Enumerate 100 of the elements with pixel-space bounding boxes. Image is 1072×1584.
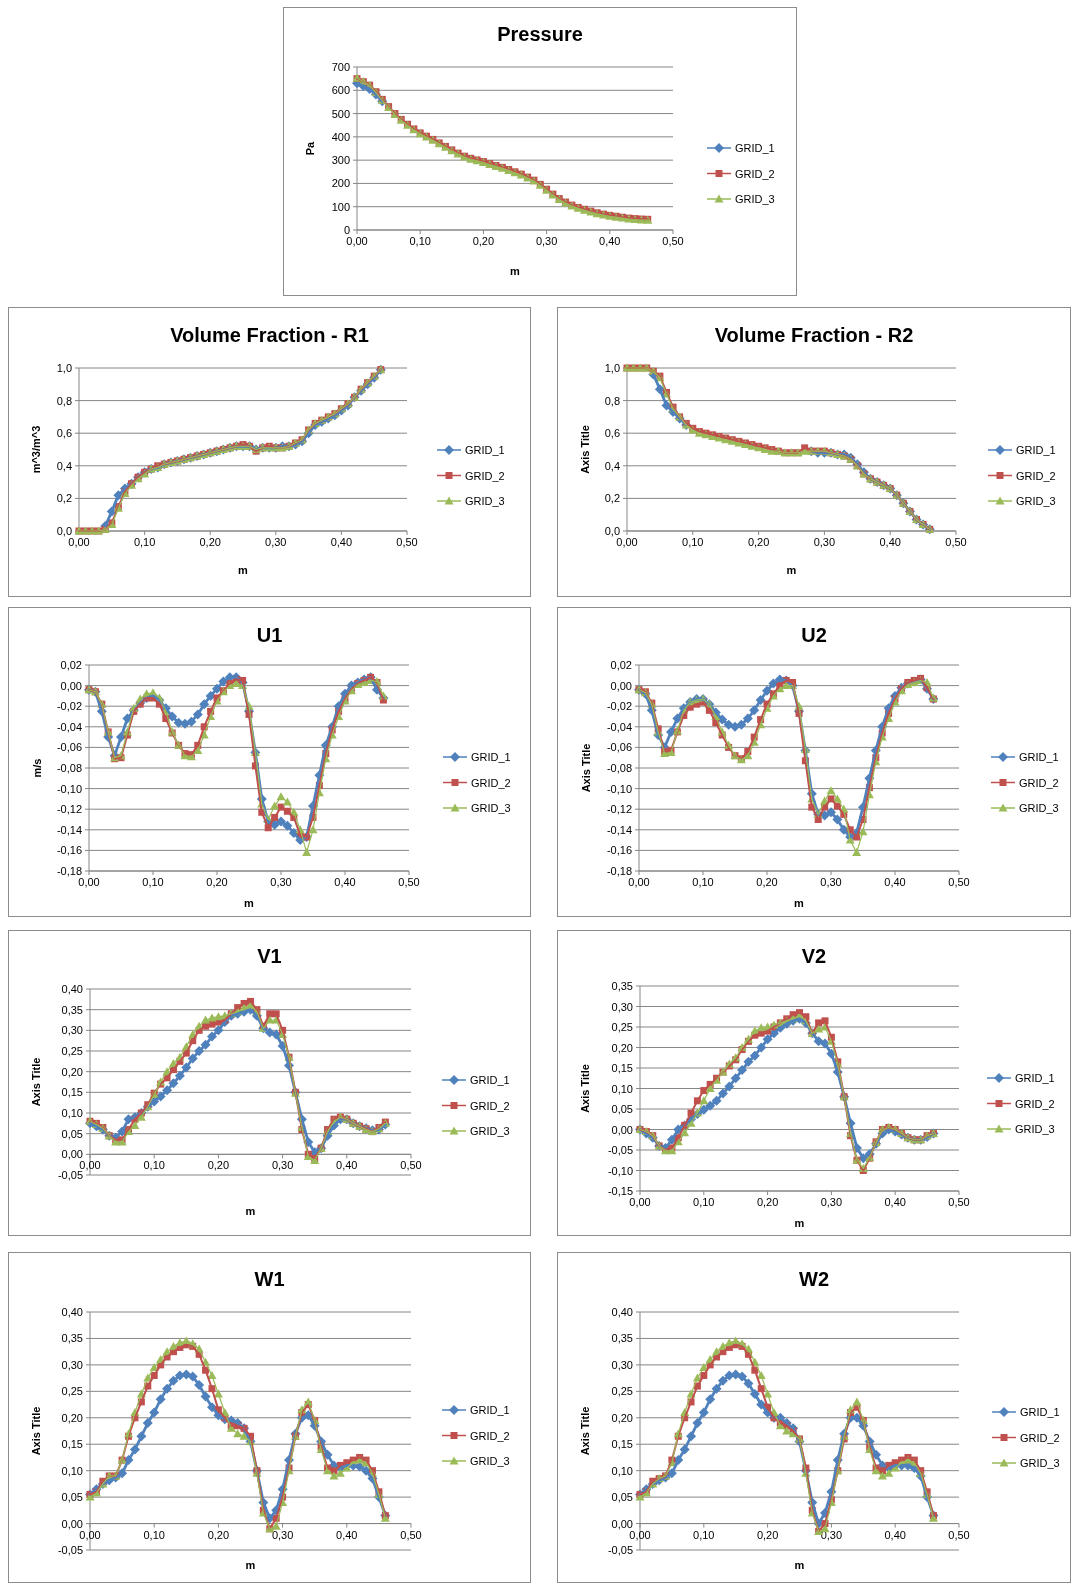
x-tick-label: 0,30 [270, 876, 292, 888]
y-tick-label: 0,30 [611, 1000, 633, 1013]
legend-label: GRID_3 [470, 1125, 510, 1137]
x-tick-label: 0,00 [346, 235, 368, 247]
y-tick-label: -0,05 [57, 1544, 83, 1556]
y-tick-label: 0,30 [61, 1358, 83, 1371]
y-tick-label: 0,30 [61, 1024, 83, 1037]
y-tick-label: 0,40 [61, 1306, 83, 1318]
x-tick-label: 0,30 [820, 1196, 843, 1208]
x-tick-label: 0,10 [693, 1528, 715, 1541]
chart-title: Volume Fraction - R2 [714, 324, 914, 346]
x-tick-label: 0,50 [945, 536, 967, 548]
legend-label: GRID_2 [1015, 1097, 1055, 1110]
y-tick-label: 0,20 [611, 1411, 633, 1424]
y-tick-label: -0,05 [607, 1144, 633, 1156]
x-tick-label: 0,50 [396, 536, 418, 548]
y-tick-label: 0,20 [611, 1041, 633, 1054]
chart-title: Pressure [497, 23, 583, 45]
x-axis-title: m [245, 1559, 256, 1571]
y-tick-label: 0,35 [61, 1003, 83, 1016]
legend-label: GRID_3 [465, 495, 505, 507]
x-axis-title: m [794, 1217, 805, 1229]
x-tick-label: 0,00 [78, 876, 100, 888]
y-tick-label: 0,05 [61, 1491, 83, 1504]
x-axis-title: m [244, 897, 255, 909]
y-tick-label: -0,16 [606, 844, 632, 857]
legend-label: GRID_1 [1020, 1406, 1060, 1418]
y-tick-label: 0,40 [611, 1306, 633, 1318]
chart-title: U1 [256, 624, 283, 646]
y-tick-label: 0,10 [61, 1107, 83, 1119]
legend-label: GRID_1 [1016, 444, 1056, 456]
x-tick-label: 0,50 [398, 876, 420, 888]
chart-title: V2 [801, 945, 827, 967]
y-tick-label: -0,06 [56, 741, 82, 754]
x-tick-label: 0,10 [143, 1159, 165, 1172]
x-tick-label: 0,00 [79, 1528, 101, 1541]
y-tick-label: -0,14 [56, 823, 82, 836]
x-tick-label: 0,10 [409, 235, 431, 247]
x-tick-label: 0,20 [756, 1528, 779, 1541]
y-axis-title: Axis Title [580, 743, 592, 793]
legend-label: GRID_3 [735, 193, 775, 205]
y-tick-label: -0,12 [56, 803, 82, 816]
y-tick-label: 0,2 [56, 492, 72, 505]
x-tick-label: 0,30 [265, 536, 287, 548]
legend-label: GRID_3 [1020, 1457, 1060, 1469]
x-tick-label: 0,30 [271, 1159, 294, 1172]
x-axis-title: m [238, 564, 249, 576]
y-tick-label: 0,05 [61, 1127, 83, 1140]
y-tick-label: 0,00 [611, 1517, 633, 1530]
legend-label: GRID_3 [470, 1455, 510, 1467]
legend-label: GRID_3 [1019, 802, 1059, 814]
x-axis-title: m [786, 564, 797, 576]
y-tick-label: 0,4 [604, 459, 620, 472]
y-tick-label: 0,8 [604, 394, 620, 407]
y-tick-label: 0 [343, 224, 350, 236]
x-tick-label: 0,00 [629, 1528, 651, 1541]
y-tick-label: 0,0 [604, 525, 620, 537]
y-tick-label: 0,00 [61, 1148, 83, 1161]
y-tick-label: 0,20 [61, 1411, 83, 1424]
x-tick-label: 0,50 [948, 876, 970, 888]
legend-label: GRID_2 [735, 167, 775, 180]
y-tick-label: -0,08 [56, 762, 82, 774]
x-axis-title: m [510, 265, 521, 277]
x-tick-label: 0,10 [682, 536, 704, 548]
y-tick-label: 500 [331, 107, 350, 120]
legend-label: GRID_1 [470, 1404, 510, 1416]
chart-title: U2 [801, 624, 827, 646]
y-axis-title: Axis Title [579, 425, 591, 474]
chart-title: W1 [254, 1268, 285, 1290]
y-tick-label: 0,05 [611, 1103, 633, 1115]
y-tick-label: 1,0 [56, 362, 72, 374]
x-tick-label: 0,50 [400, 1159, 422, 1172]
y-axis-title: m/s [31, 758, 43, 778]
x-tick-label: 0,20 [747, 536, 770, 548]
x-tick-label: 0,20 [207, 1528, 230, 1541]
y-tick-label: -0,12 [606, 803, 632, 816]
y-axis-title: m^3/m^3 [30, 425, 42, 474]
x-axis-title: m [794, 897, 805, 909]
y-tick-label: -0,14 [606, 823, 632, 836]
y-tick-label: 400 [331, 130, 350, 143]
legend-label: GRID_2 [1020, 1431, 1060, 1444]
x-tick-label: 0,40 [884, 876, 906, 888]
y-tick-label: 0,25 [611, 1021, 633, 1033]
legend-label: GRID_3 [1016, 495, 1056, 507]
x-tick-label: 0,50 [948, 1528, 970, 1541]
y-tick-label: 300 [331, 154, 350, 167]
x-axis-title: m [794, 1559, 805, 1571]
y-tick-label: 0,4 [56, 459, 72, 472]
y-tick-label: 0,00 [61, 1517, 83, 1530]
x-tick-label: 0,50 [662, 235, 684, 247]
x-tick-label: 0,30 [271, 1528, 294, 1541]
y-tick-label: 100 [331, 200, 350, 213]
y-tick-label: -0,05 [57, 1169, 83, 1181]
x-tick-label: 0,10 [693, 1196, 715, 1208]
y-tick-label: -0,05 [607, 1544, 633, 1556]
y-tick-label: 0,8 [56, 394, 72, 407]
y-tick-label: -0,02 [606, 700, 632, 713]
y-tick-label: 700 [331, 61, 350, 73]
x-tick-label: 0,00 [79, 1159, 101, 1172]
y-axis-title: Pa [304, 140, 316, 156]
